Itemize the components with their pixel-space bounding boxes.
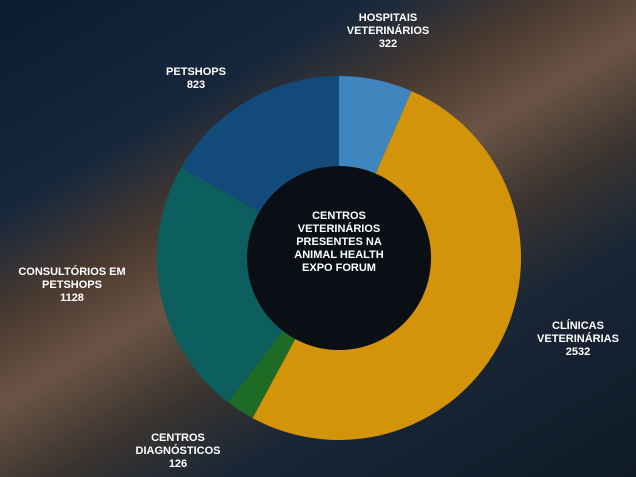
segment-label: CENTROS DIAGNÓSTICOS 126	[123, 432, 233, 471]
value-label: 126	[168, 458, 188, 470]
segment-label: HOSPITAIS VETERINÁRIOS 322	[333, 12, 443, 51]
donut-segment	[339, 76, 412, 174]
segment-label: CLÍNICAS VETERINÁRIAS 2532	[523, 320, 633, 359]
category-name: CENTROS DIAGNÓSTICOS	[135, 432, 221, 457]
value-label: 2532	[565, 346, 591, 358]
center-text: CENTROS VETERINÁRIOS PRESENTES NA ANIMAL…	[294, 210, 384, 274]
category-name: HOSPITAIS VETERINÁRIOS	[346, 12, 430, 37]
donut-hole	[247, 166, 431, 350]
donut-segment	[228, 330, 296, 419]
category-name: PETSHOPS	[166, 66, 226, 78]
segment-label: CONSULTÓRIOS EM PETSHOPS 1128	[7, 266, 137, 305]
segment-label: PETSHOPS 823	[141, 66, 251, 92]
value-label: 322	[378, 38, 398, 50]
category-name: CONSULTÓRIOS EM PETSHOPS	[18, 266, 126, 291]
category-name: CLÍNICAS VETERINÁRIAS	[537, 320, 619, 345]
value-label: 1128	[60, 292, 84, 304]
donut-segment	[252, 91, 522, 441]
value-label: 823	[186, 79, 206, 91]
donut-segment	[181, 76, 339, 213]
donut-segment	[157, 167, 283, 403]
